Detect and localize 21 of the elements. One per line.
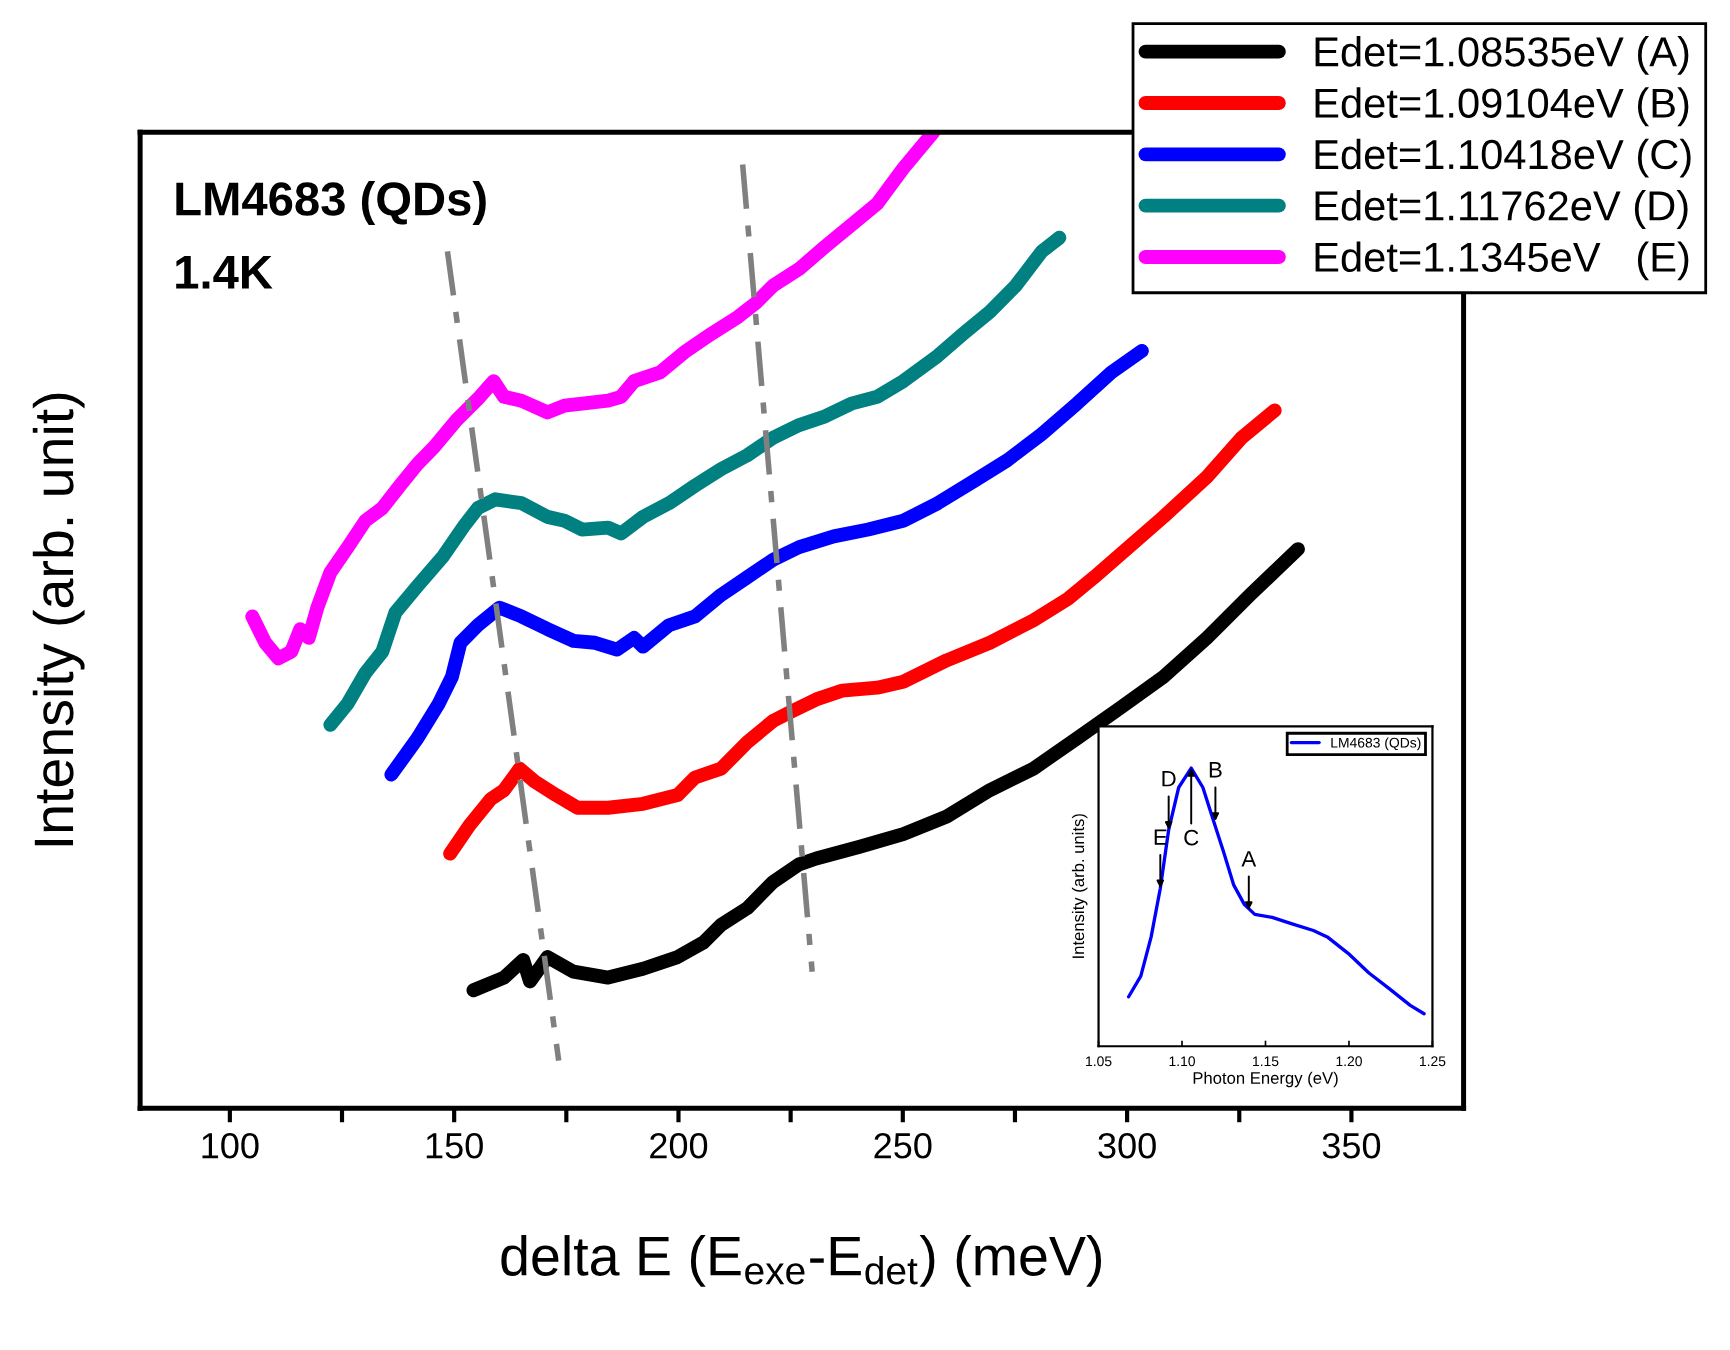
- annotation: A: [1241, 851, 1257, 867]
- y-axis-title: Intensity (arb. units): [1071, 814, 1088, 958]
- x-tick-label: 150: [426, 1132, 483, 1159]
- legend-label: Edet=1.1345eV (E): [1315, 241, 1689, 281]
- annotation: D: [1162, 771, 1176, 787]
- annotation: LM4683 (QDs): [176, 181, 486, 226]
- x-tick-label: 200: [650, 1132, 708, 1159]
- x-axis-title: delta E (E$_{exe}$-E$_{det}$) (meV): [501, 1235, 1102, 1287]
- legend-label: Edet=1.09104eV (B): [1315, 87, 1689, 127]
- legend-label: Edet=1.10418eV (C): [1315, 138, 1691, 178]
- x-axis-title: Photon Energy (eV): [1193, 1071, 1338, 1088]
- x-tick-label: 300: [1098, 1132, 1156, 1159]
- x-tick-label: 250: [874, 1132, 932, 1159]
- x-tick-label: 350: [1322, 1132, 1381, 1159]
- x-tick-label: 100: [202, 1132, 259, 1159]
- legend-label: Edet=1.08535eV (A): [1315, 36, 1689, 75]
- annotation: 1.4K: [176, 256, 273, 289]
- y-axis-title: Intensity (arb. unit): [32, 393, 85, 846]
- annotation: B: [1209, 762, 1222, 778]
- legend-label: Edet=1.11762eV (D): [1315, 190, 1688, 229]
- annotation: C: [1184, 829, 1199, 846]
